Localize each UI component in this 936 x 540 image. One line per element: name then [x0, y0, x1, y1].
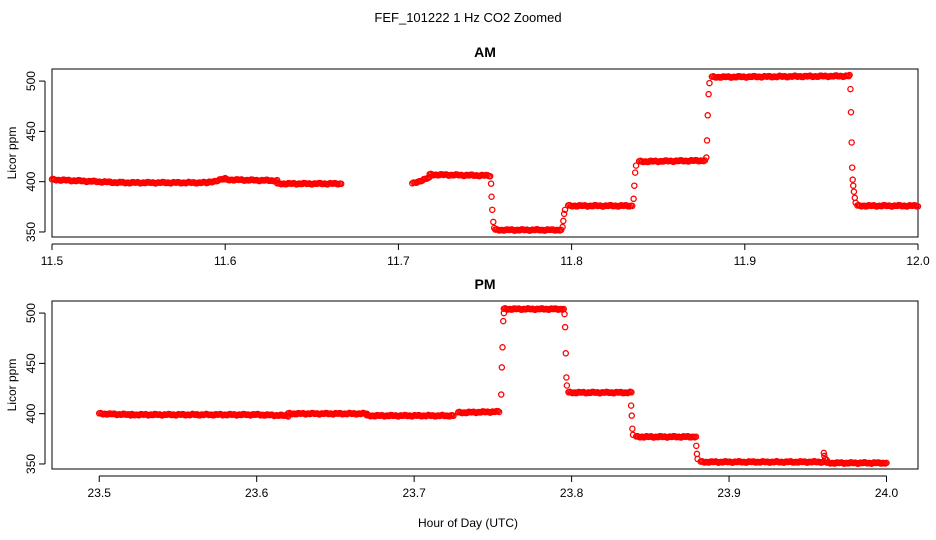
x-axis-label: Hour of Day (UTC) — [418, 516, 518, 530]
am-data-point — [703, 154, 710, 161]
pm-data-point — [450, 412, 457, 420]
pm-data-point — [561, 323, 569, 331]
am-data-point — [848, 139, 855, 146]
pm-data-point — [498, 364, 506, 371]
am-data-point — [705, 90, 712, 98]
panel-am: AM Licor ppm 11.5 11.6 11.7 11.8 11.9 12.0 35… — [5, 44, 930, 268]
am-plot-frame — [51, 68, 919, 238]
pm-x-tick-label: 23.9 — [717, 486, 741, 500]
am-x-tick-label: 11.7 — [387, 254, 410, 268]
am-data-point — [846, 71, 853, 79]
am-y-tick-label: 450 — [24, 121, 38, 141]
pm-data-point — [883, 459, 890, 467]
am-x-ticks: 11.5 11.6 11.7 11.8 11.9 12.0 — [41, 243, 930, 268]
am-y-tick-label: 500 — [24, 71, 38, 91]
pm-plot-frame — [51, 300, 919, 470]
am-data-points — [48, 71, 922, 235]
am-y-tick-label: 350 — [24, 222, 38, 242]
pm-data-point — [563, 374, 570, 381]
am-data-point — [632, 162, 640, 169]
am-y-axis-label: Licor ppm — [5, 127, 19, 180]
pm-data-point — [628, 389, 635, 396]
am-data-point — [706, 79, 713, 87]
pm-data-point — [628, 412, 636, 419]
am-data-point — [337, 180, 345, 188]
pm-data-point — [823, 456, 830, 464]
pm-x-tick-label: 24.0 — [875, 486, 899, 500]
am-x-tick-label: 12.0 — [906, 254, 930, 268]
am-data-point — [488, 193, 495, 201]
am-data-point — [704, 112, 711, 119]
pm-y-tick-label: 350 — [24, 454, 38, 474]
pm-data-points — [95, 305, 890, 468]
am-x-tick-label: 11.6 — [214, 254, 237, 268]
pm-data-point — [495, 408, 503, 416]
pm-y-tick-label: 500 — [24, 303, 38, 323]
pm-data-point — [497, 391, 505, 398]
pm-data-point — [562, 350, 570, 357]
am-data-point — [851, 194, 859, 202]
pm-y-axis-label: Licor ppm — [5, 359, 19, 412]
pm-data-point — [500, 317, 507, 325]
am-data-point — [849, 182, 857, 189]
pm-data-point — [561, 310, 568, 318]
figure-title: FEF_101222 1 Hz CO2 Zoomed — [374, 10, 561, 25]
pm-data-point — [627, 402, 635, 409]
am-x-tick-label: 11.5 — [41, 254, 64, 268]
pm-y-ticks: 350 400 450 500 — [24, 303, 46, 474]
am-data-point — [486, 172, 494, 180]
am-data-point — [561, 206, 569, 214]
pm-data-point — [499, 344, 506, 351]
am-data-point — [631, 182, 638, 189]
am-data-point — [489, 206, 496, 214]
am-data-point — [487, 180, 495, 187]
panel-pm: PM Licor ppm 23.5 23.6 23.7 23.8 23.9 24.0 35… — [5, 276, 919, 500]
am-data-point — [848, 164, 856, 171]
pm-x-tick-label: 23.5 — [88, 486, 112, 500]
am-y-ticks: 350 400 450 500 — [24, 71, 46, 242]
am-data-point — [560, 217, 567, 225]
pm-x-tick-label: 23.6 — [245, 486, 269, 500]
pm-data-point — [629, 431, 637, 439]
pm-data-point — [692, 433, 700, 440]
am-data-point — [847, 85, 854, 93]
am-data-point — [628, 202, 636, 210]
pm-panel-title: PM — [475, 276, 496, 292]
am-data-point — [490, 218, 497, 226]
am-x-tick-label: 11.8 — [560, 254, 583, 268]
am-data-point — [850, 188, 858, 195]
pm-x-tick-label: 23.8 — [560, 486, 584, 500]
pm-data-point — [820, 449, 828, 457]
pm-data-point — [500, 309, 508, 317]
pm-y-tick-label: 400 — [24, 403, 38, 423]
pm-x-ticks: 23.5 23.6 23.7 23.8 23.9 24.0 — [88, 475, 899, 500]
pm-y-tick-label: 450 — [24, 353, 38, 373]
pm-data-point — [629, 425, 636, 433]
am-data-point — [630, 195, 637, 203]
am-data-point — [849, 176, 856, 183]
am-data-point — [847, 109, 855, 116]
am-x-tick-label: 11.9 — [734, 254, 757, 268]
pm-data-point — [693, 450, 701, 458]
am-data-point — [914, 203, 922, 210]
am-data-point — [852, 199, 859, 207]
am-data-point — [560, 210, 568, 218]
am-data-point — [631, 169, 639, 176]
pm-data-point — [693, 442, 700, 450]
am-data-point — [559, 223, 566, 231]
pm-data-point — [563, 382, 571, 389]
pm-data-point — [694, 455, 701, 463]
am-y-tick-label: 400 — [24, 171, 38, 191]
am-data-point — [490, 224, 498, 232]
am-data-point — [703, 137, 711, 144]
am-panel-title: AM — [474, 44, 496, 60]
pm-x-tick-label: 23.7 — [402, 486, 426, 500]
